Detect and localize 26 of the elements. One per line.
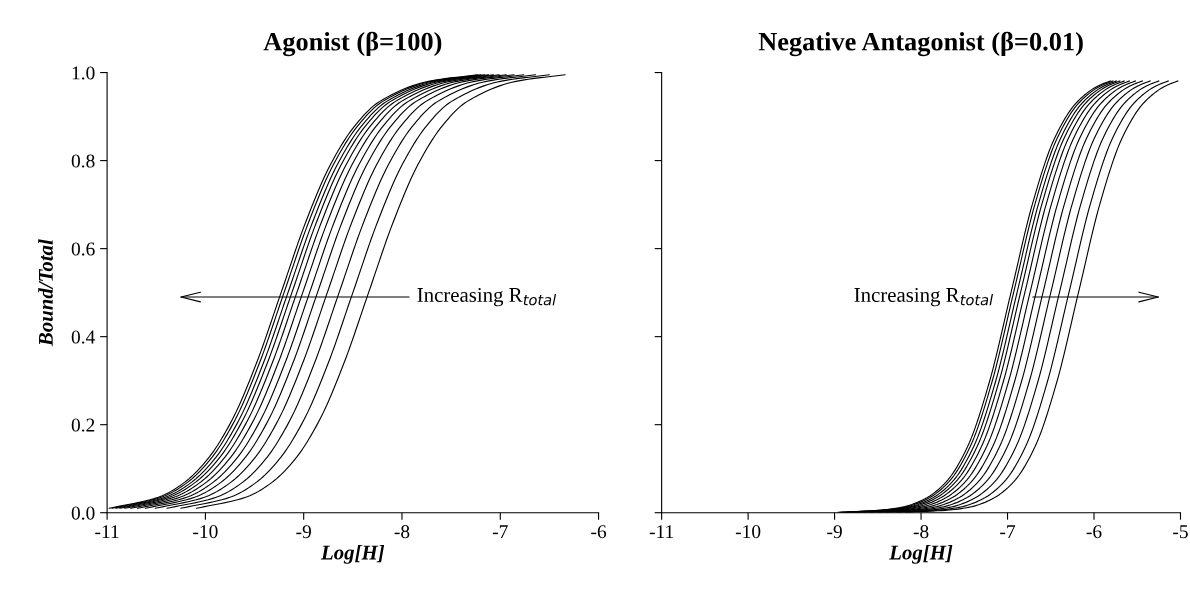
x-tick-label: -10 [193,525,218,539]
y-tick-label: 1.0 [72,66,95,80]
y-tick-label: 0.2 [71,418,95,432]
y-tick-label: 0.8 [71,154,95,168]
x-tick-label: -11 [649,525,674,539]
y-tick-label: 0.6 [71,242,95,256]
chart-title: Negative Antagonist (β=0.01) [758,31,1083,57]
annotation: Increasing R$_{total}$ [854,287,994,307]
x-tick-label: -7 [492,525,508,539]
y-axis-title: Bound/Total [38,239,53,347]
x-tick-label: -11 [95,525,119,539]
y-tick-label: 0.4 [71,330,95,344]
x-tick-label: -8 [394,525,410,539]
x-tick-label: -6 [591,525,607,539]
x-axis-title: Log[H] [320,544,385,564]
x-tick-label: -9 [827,525,842,539]
chart-title: Agonist (β=100) [263,31,442,57]
x-tick-label: -8 [913,525,929,539]
x-tick-label: -9 [296,525,311,539]
x-tick-label: -7 [1000,525,1016,539]
x-tick-label: -10 [735,525,761,539]
x-axis-title: Log[H] [889,544,953,564]
x-tick-label: -6 [1086,525,1102,539]
annotation: Increasing R$_{total}$ [417,287,557,307]
y-tick-label: 0.0 [71,506,95,520]
x-tick-label: -5 [1173,525,1188,539]
